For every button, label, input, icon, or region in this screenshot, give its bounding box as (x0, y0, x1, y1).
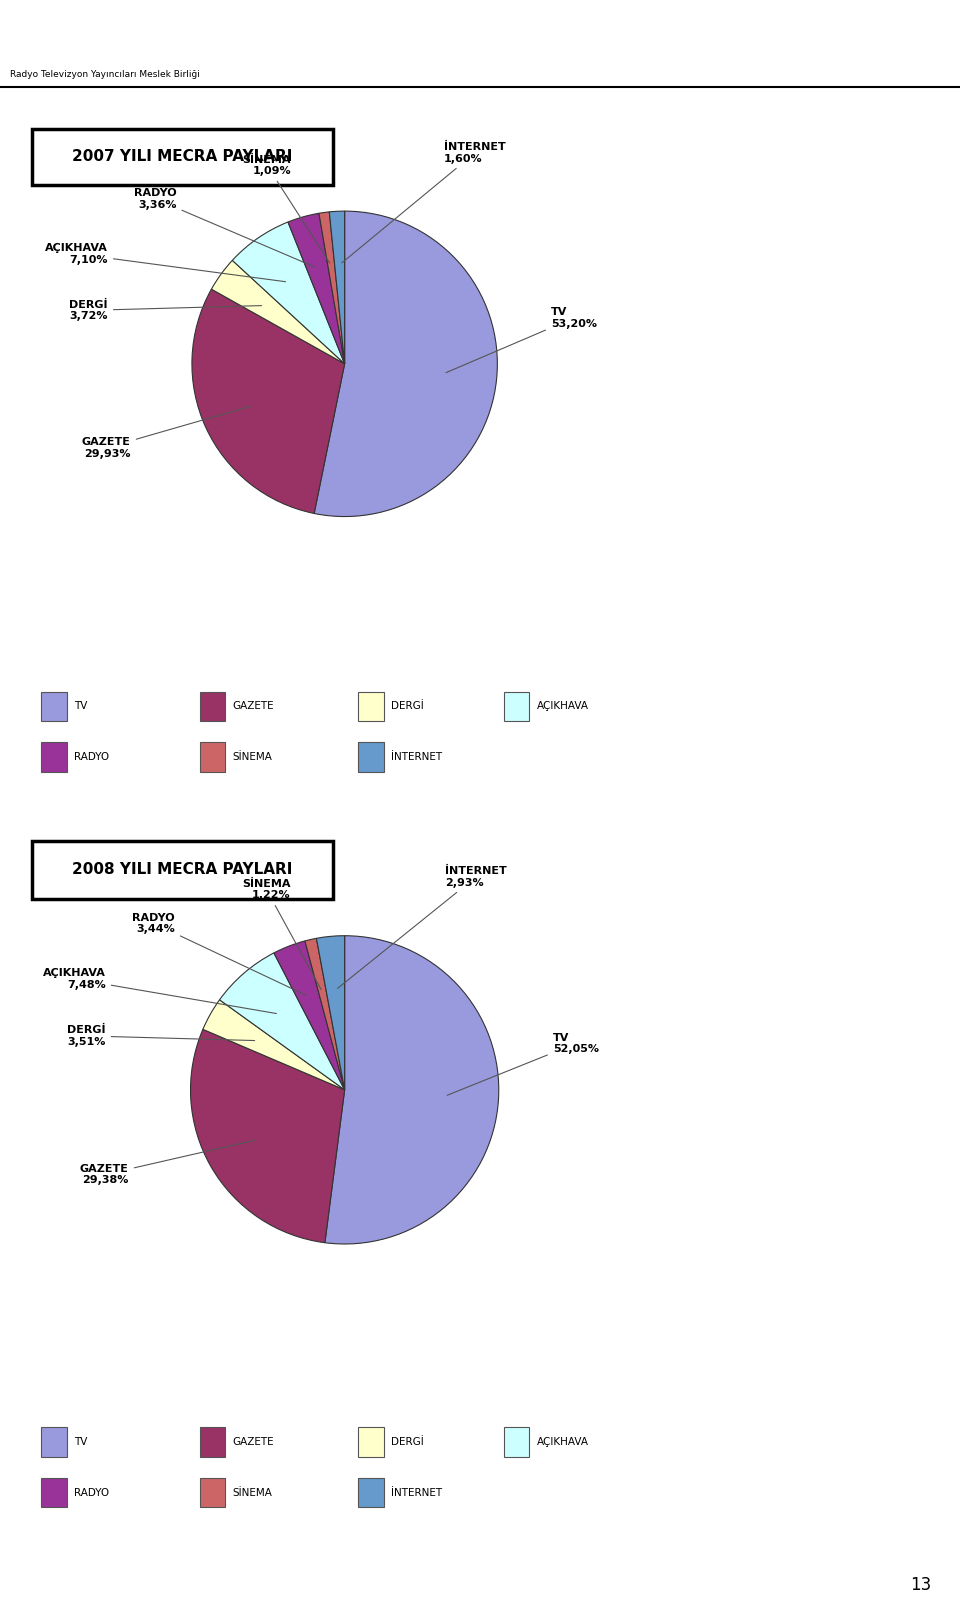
FancyBboxPatch shape (358, 692, 384, 721)
Text: TV: TV (75, 1438, 87, 1447)
Text: 2007 YILI MECRA PAYLARI: 2007 YILI MECRA PAYLARI (72, 149, 293, 163)
FancyBboxPatch shape (200, 1428, 226, 1457)
Wedge shape (329, 212, 345, 364)
Text: AÇIKHAVA
7,10%: AÇIKHAVA 7,10% (45, 243, 285, 281)
Text: AÇIKHAVA: AÇIKHAVA (537, 702, 588, 711)
Text: SİNEMA
1,22%: SİNEMA 1,22% (242, 878, 322, 990)
Wedge shape (203, 999, 345, 1090)
Wedge shape (317, 936, 345, 1090)
Text: İNTERNET: İNTERNET (392, 1488, 443, 1497)
FancyBboxPatch shape (200, 692, 226, 721)
Wedge shape (190, 1030, 345, 1243)
FancyBboxPatch shape (41, 692, 67, 721)
FancyBboxPatch shape (504, 692, 529, 721)
Text: RADYO: RADYO (75, 1488, 109, 1497)
Wedge shape (324, 936, 499, 1243)
Wedge shape (319, 212, 345, 364)
Text: İNTERNET
2,93%: İNTERNET 2,93% (338, 867, 507, 988)
Text: RATEM: RATEM (111, 21, 196, 50)
Text: İNTERNET
1,60%: İNTERNET 1,60% (342, 142, 506, 264)
Wedge shape (211, 260, 345, 364)
Text: RADYO
3,44%: RADYO 3,44% (132, 912, 306, 994)
Text: GAZETE: GAZETE (233, 1438, 275, 1447)
Wedge shape (220, 952, 345, 1090)
Text: İNTERNET: İNTERNET (392, 752, 443, 762)
Text: 13: 13 (910, 1575, 931, 1594)
FancyBboxPatch shape (41, 1428, 67, 1457)
FancyBboxPatch shape (33, 841, 332, 899)
FancyBboxPatch shape (358, 1428, 384, 1457)
Text: DERGİ: DERGİ (392, 1438, 424, 1447)
Text: 2008 YILI MECRA PAYLARI: 2008 YILI MECRA PAYLARI (72, 862, 293, 876)
Wedge shape (305, 938, 345, 1090)
FancyBboxPatch shape (504, 1428, 529, 1457)
Text: DERGİ
3,51%: DERGİ 3,51% (67, 1025, 254, 1046)
Text: RADYO: RADYO (75, 752, 109, 762)
Text: AÇIKHAVA
7,48%: AÇIKHAVA 7,48% (43, 969, 276, 1014)
Wedge shape (314, 212, 497, 516)
Text: TV
52,05%: TV 52,05% (447, 1033, 599, 1095)
Text: TV
53,20%: TV 53,20% (446, 307, 597, 372)
FancyBboxPatch shape (33, 129, 332, 186)
Wedge shape (274, 941, 345, 1090)
Text: SİNEMA
1,09%: SİNEMA 1,09% (243, 155, 330, 264)
FancyBboxPatch shape (41, 742, 67, 771)
Text: SİNEMA: SİNEMA (233, 752, 273, 762)
Text: Radyo Televizyon Yayıncıları Meslek Birliği: Radyo Televizyon Yayıncıları Meslek Birl… (10, 70, 200, 79)
Wedge shape (288, 213, 345, 364)
Text: SİNEMA: SİNEMA (233, 1488, 273, 1497)
FancyBboxPatch shape (41, 1478, 67, 1507)
FancyBboxPatch shape (358, 742, 384, 771)
Wedge shape (232, 222, 345, 364)
Text: DERGİ
3,72%: DERGİ 3,72% (69, 299, 261, 322)
Text: DERGİ: DERGİ (392, 702, 424, 711)
FancyBboxPatch shape (200, 1478, 226, 1507)
Wedge shape (192, 289, 345, 514)
Text: RADYO
3,36%: RADYO 3,36% (134, 188, 315, 267)
Text: GAZETE: GAZETE (233, 702, 275, 711)
Text: TV: TV (75, 702, 87, 711)
FancyBboxPatch shape (358, 1478, 384, 1507)
Text: AÇIKHAVA: AÇIKHAVA (537, 1438, 588, 1447)
FancyBboxPatch shape (200, 742, 226, 771)
Text: GAZETE
29,93%: GAZETE 29,93% (82, 406, 252, 459)
Text: GAZETE
29,38%: GAZETE 29,38% (80, 1140, 255, 1185)
